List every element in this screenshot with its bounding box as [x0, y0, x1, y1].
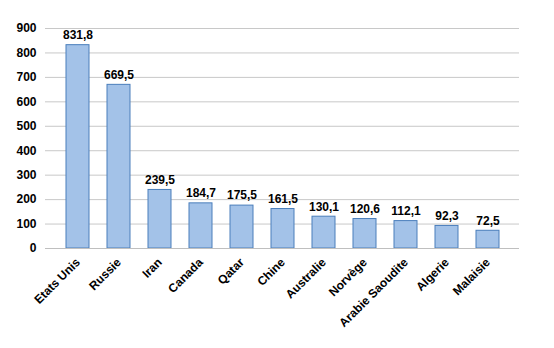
svg-text:600: 600: [16, 95, 36, 109]
svg-text:400: 400: [16, 144, 36, 158]
svg-text:Iran: Iran: [139, 255, 164, 280]
svg-text:112,1: 112,1: [391, 204, 421, 218]
svg-text:184,7: 184,7: [186, 186, 216, 200]
svg-text:72,5: 72,5: [476, 214, 500, 228]
svg-text:161,5: 161,5: [268, 192, 298, 206]
svg-text:700: 700: [16, 70, 36, 84]
svg-text:Algerie: Algerie: [413, 255, 452, 294]
svg-text:Qatar: Qatar: [215, 255, 247, 287]
svg-text:300: 300: [16, 168, 36, 182]
svg-text:800: 800: [16, 46, 36, 60]
svg-text:Canada: Canada: [165, 255, 206, 296]
svg-text:669,5: 669,5: [104, 68, 134, 82]
svg-text:Etats Unis: Etats Unis: [31, 255, 83, 307]
svg-text:92,3: 92,3: [435, 209, 459, 223]
svg-text:900: 900: [16, 21, 36, 35]
svg-text:Australie: Australie: [283, 255, 329, 301]
svg-text:100: 100: [16, 217, 36, 231]
svg-text:0: 0: [30, 241, 37, 255]
svg-text:130,1: 130,1: [309, 200, 339, 214]
svg-text:200: 200: [16, 192, 36, 206]
svg-text:120,6: 120,6: [350, 202, 380, 216]
svg-text:239,5: 239,5: [145, 173, 175, 187]
svg-text:Arabie Saoudite: Arabie Saoudite: [336, 255, 411, 330]
svg-text:Russie: Russie: [86, 255, 124, 293]
svg-text:831,8: 831,8: [63, 28, 93, 42]
svg-text:Norvège: Norvège: [326, 255, 370, 300]
svg-text:500: 500: [16, 119, 36, 133]
svg-text:Chine: Chine: [254, 255, 288, 289]
svg-text:175,5: 175,5: [227, 188, 257, 202]
svg-text:Malaisie: Malaisie: [450, 255, 493, 298]
